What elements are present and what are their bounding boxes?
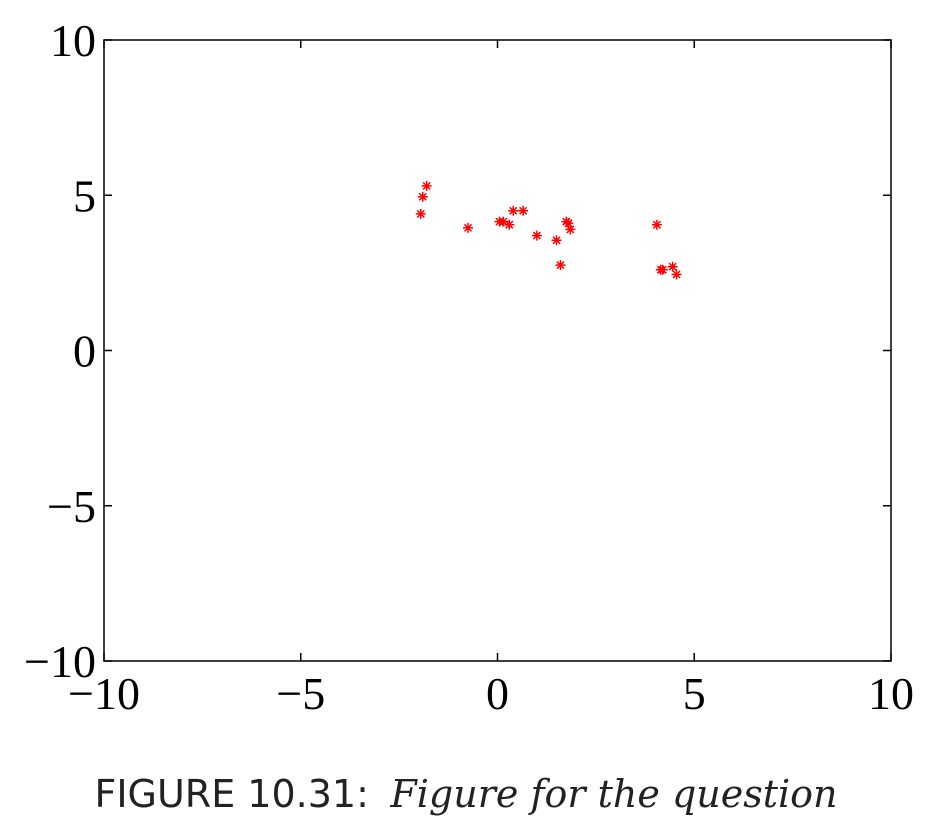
data-point	[555, 260, 566, 271]
y-tick-label: 10	[50, 15, 96, 66]
plot-area-frame	[103, 39, 892, 662]
data-points	[415, 180, 682, 280]
x-tick-label: 0	[486, 668, 509, 719]
caption-text: Figure for the question	[390, 772, 838, 816]
x-tick-label: 5	[683, 668, 706, 719]
y-tick-label: −5	[47, 481, 96, 532]
data-point	[415, 208, 426, 219]
figure-caption: FIGURE 10.31: Figure for the question	[0, 772, 932, 817]
data-point	[565, 224, 576, 235]
data-point	[462, 222, 473, 233]
data-point	[417, 191, 428, 202]
data-point	[504, 219, 515, 230]
x-tick-label: −10	[68, 668, 140, 719]
data-point	[657, 264, 668, 275]
data-point	[671, 269, 682, 280]
data-point	[651, 219, 662, 230]
y-tick-label: −10	[24, 636, 96, 687]
data-point	[518, 205, 529, 216]
scatter-chart: −10 −5 0 5 10 −10 −5 0 5 10	[24, 15, 914, 719]
x-axis-tick-labels: −10 −5 0 5 10	[68, 668, 914, 719]
data-point	[421, 180, 432, 191]
axis-ticks	[103, 39, 892, 662]
data-point	[531, 230, 542, 241]
x-tick-label: 10	[868, 668, 914, 719]
y-tick-label: 5	[73, 170, 96, 221]
data-point	[551, 235, 562, 246]
data-point	[667, 261, 678, 272]
caption-label: FIGURE 10.31:	[94, 772, 369, 816]
y-axis-tick-labels: −10 −5 0 5 10	[24, 15, 96, 687]
y-tick-label: 0	[73, 326, 96, 377]
x-tick-label: −5	[276, 668, 325, 719]
data-point	[508, 205, 519, 216]
